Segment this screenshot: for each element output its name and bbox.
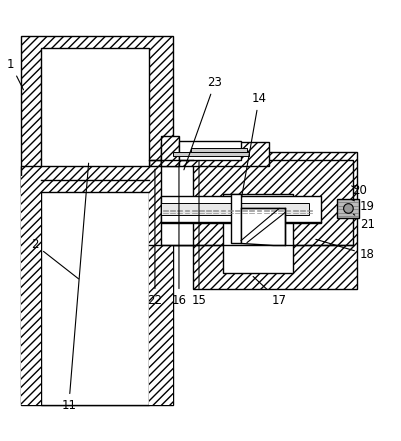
Circle shape [343,204,352,213]
Bar [190,148,247,152]
Bar [160,196,320,223]
Bar [172,152,249,156]
Bar [231,194,241,243]
Bar [178,141,241,161]
Bar [160,142,268,166]
Text: 19: 19 [351,200,374,213]
Bar [41,48,148,180]
Bar [223,194,292,273]
Text: 17: 17 [253,277,286,307]
Text: 14: 14 [241,92,266,198]
Polygon shape [241,209,284,245]
Text: 11: 11 [61,163,88,412]
Text: 1: 1 [7,58,23,90]
Bar [41,176,148,405]
Bar [336,199,358,218]
Bar [192,153,356,288]
Bar [21,36,172,405]
Bar [21,176,41,405]
Text: 18: 18 [315,239,374,261]
Bar [160,157,192,245]
Text: 16: 16 [171,164,186,307]
Bar [160,203,308,215]
Text: 2: 2 [31,238,79,279]
Text: 22: 22 [147,169,162,307]
Text: 20: 20 [351,184,366,197]
Bar [148,176,172,405]
Text: 23: 23 [183,76,222,170]
Bar [160,136,178,166]
Text: 21: 21 [352,214,374,231]
Bar [148,161,352,245]
Text: 15: 15 [191,161,206,307]
Bar [21,166,172,192]
